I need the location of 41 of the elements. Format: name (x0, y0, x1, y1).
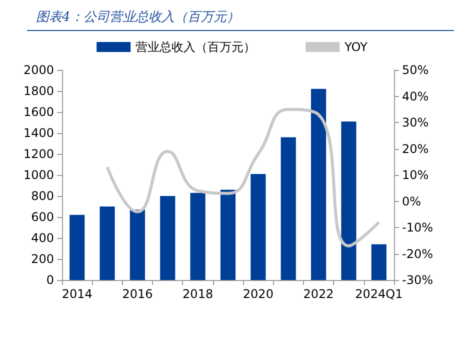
legend-label: 营业总收入（百万元） (136, 40, 256, 54)
bar (250, 174, 266, 280)
bar (160, 196, 176, 280)
bar (70, 214, 85, 280)
y-tick-label: 200 (31, 252, 54, 266)
y2-tick-label: 50% (402, 63, 429, 77)
y-tick-label: 1000 (23, 168, 54, 182)
y2-tick-label: 20% (402, 142, 429, 156)
y-tick-label: 800 (31, 189, 54, 203)
bar (341, 121, 356, 280)
y-tick-label: 0 (46, 273, 54, 287)
y2-tick-label: -20% (402, 246, 434, 261)
x-tick-label: 2016 (122, 287, 153, 301)
line-series (106, 108, 380, 248)
bar (100, 206, 115, 280)
y-tick-label: 1200 (23, 147, 54, 161)
bar (220, 190, 236, 280)
x-tick-label: 2024Q1 (355, 287, 403, 301)
y2-tick-label: 30% (402, 116, 429, 130)
bar (311, 88, 326, 280)
y-tick-label: 1400 (23, 126, 54, 140)
y2-tick-label: 0% (402, 194, 422, 208)
y-tick-label: 1600 (23, 105, 54, 119)
bar (280, 137, 296, 280)
y-tick-label: 2000 (23, 63, 54, 77)
y-tick-label: 600 (31, 210, 54, 224)
x-tick-label: 2018 (182, 287, 214, 301)
bar (371, 244, 386, 280)
x-tick-label: 2020 (242, 287, 274, 301)
y2-tick-label: -10% (402, 220, 434, 234)
y2-tick-label: 10% (402, 168, 429, 182)
y2-tick-label: 40% (402, 89, 429, 104)
bar (130, 210, 145, 280)
bar (190, 192, 206, 280)
y2-tick-label: -30% (402, 273, 434, 287)
x-tick-label: 2022 (303, 287, 334, 301)
x-tick-label: 2014 (62, 287, 92, 301)
chart-title: 图表4：公司营业总收入（百万元） (36, 9, 240, 26)
y-tick-label: 1800 (23, 84, 54, 98)
y-tick-label: 400 (31, 231, 54, 245)
legend-label: YOY (344, 40, 368, 54)
